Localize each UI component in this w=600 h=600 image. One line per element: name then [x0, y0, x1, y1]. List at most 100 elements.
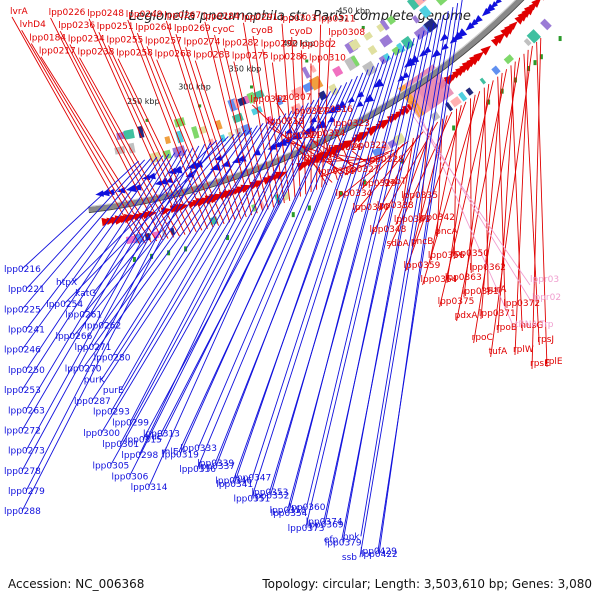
gene-label-reverse: lpp0278	[4, 467, 41, 477]
gene-label-reverse: lpp0346	[215, 477, 252, 487]
cog-block	[379, 34, 393, 48]
label-leader-line	[359, 7, 454, 558]
gene-label-forward: lpp0316	[316, 105, 353, 115]
gene-label-forward: lpp0307	[275, 93, 312, 103]
reverse-gene-arrow	[401, 72, 410, 79]
forward-gene-arrow	[493, 32, 506, 44]
gene-label-forward: lpp0327	[343, 165, 380, 175]
label-leader-line	[196, 72, 364, 470]
gene-label-forward: lpp0324	[309, 129, 346, 139]
cog-block	[116, 131, 127, 141]
gene-label-rna: lppr03	[530, 275, 559, 285]
label-leader-line	[344, 152, 389, 176]
gene-label-reverse: lpp0373	[288, 524, 325, 534]
label-leader-line	[108, 45, 197, 232]
gc-skew-mark	[452, 125, 456, 131]
forward-gene-arrow	[473, 51, 485, 62]
label-leader-line	[286, 140, 364, 168]
cog-block	[128, 142, 136, 154]
gene-label-reverse: lpp0254	[46, 300, 83, 310]
label-leader-line	[98, 31, 192, 234]
gene-label-forward: lpp0375	[438, 297, 475, 307]
gene-label-reverse: lpp0360	[289, 503, 326, 513]
gene-label-forward: lvrA	[10, 7, 29, 17]
label-leader-line	[536, 41, 548, 368]
gene-label-forward: lpp0335	[401, 191, 438, 201]
cog-block	[450, 96, 462, 108]
forward-gene-arrow	[274, 171, 288, 181]
gene-label-reverse: lpp0305	[92, 462, 129, 472]
gene-label-reverse: lpp0379	[325, 539, 362, 549]
label-leader-line	[306, 34, 420, 508]
label-leader-line	[473, 57, 521, 344]
gene-label-forward: lpp0330	[318, 167, 355, 177]
label-leader-line	[324, 26, 430, 525]
cog-block	[367, 45, 378, 56]
label-leader-line	[303, 158, 379, 164]
gene-label-forward: cyoD	[290, 27, 313, 37]
cog-block	[445, 102, 454, 112]
label-leader-line	[342, 18, 440, 543]
label-leader-line	[21, 145, 200, 472]
forward-gene-arrow	[358, 131, 371, 141]
label-leader-line	[251, 52, 395, 499]
label-leader-line	[197, 75, 358, 449]
gene-label-forward: tufA	[489, 347, 508, 357]
gc-skew-mark	[513, 77, 517, 83]
backbone-arc	[88, 0, 523, 213]
label-leader-line	[63, 136, 229, 305]
gene-label-forward: lpp0226	[49, 8, 86, 18]
label-leader-line	[129, 96, 320, 477]
label-leader-line	[323, 22, 435, 522]
gene-label-reverse: lpp0246	[4, 346, 41, 356]
label-leader-line	[11, 16, 141, 245]
reverse-gene-arrow	[154, 179, 163, 186]
gc-skew-mark	[226, 235, 230, 241]
gene-label-reverse: lpp0351	[233, 494, 270, 504]
label-leader-line	[361, 143, 404, 190]
cog-block	[363, 31, 373, 41]
label-leader-line	[30, 43, 152, 243]
label-leader-line	[92, 127, 253, 348]
reverse-gene-arrow	[423, 46, 432, 54]
map-title: Legionella pneumophila str. Paris, compl…	[129, 9, 471, 24]
gene-label-forward: lpp0338	[377, 201, 414, 211]
label-leader-line	[25, 159, 146, 290]
gene-label-forward: lpp0372	[503, 299, 540, 309]
gene-label-reverse: lpp0422	[361, 550, 398, 560]
kbp-tick-label: 400 kbp	[283, 39, 316, 48]
gene-labels: lvrAlvhD4lpp0184lpp0217lpp0226lpp0236lpp…	[4, 7, 563, 563]
gene-label-forward: lpp0342	[418, 213, 455, 223]
gene-label-forward: rplW	[513, 345, 534, 355]
gene-label-forward: rpsE	[530, 359, 550, 369]
gene-label-reverse: rhlE	[161, 447, 179, 457]
label-leader-line	[378, 2, 459, 555]
label-leader-line	[337, 140, 409, 200]
label-leader-line	[178, 79, 353, 452]
label-leader-line	[21, 142, 212, 512]
gc-skew-mark	[184, 246, 188, 252]
gene-label-reverse: lpp0280	[94, 354, 131, 364]
label-leader-line	[377, 0, 463, 552]
cog-block	[383, 52, 392, 62]
gene-label-forward: lpp0268	[155, 50, 192, 60]
gene-label-forward: lpp0238	[78, 48, 115, 58]
label-leader-line	[243, 22, 274, 208]
gene-label-reverse: lpp0261	[65, 311, 102, 321]
gene-label-reverse: sidE	[144, 433, 163, 443]
label-leader-line	[25, 153, 170, 371]
label-leader-line	[88, 18, 186, 235]
kbp-tick-mark	[361, 25, 365, 29]
cog-block	[411, 15, 420, 24]
gene-label-forward: lpp0329	[360, 179, 397, 189]
gene-label-forward: lpp0251	[97, 22, 134, 32]
label-leader-line	[21, 155, 164, 351]
kbp-tick-mark	[305, 59, 309, 63]
label-leader-line	[69, 44, 175, 238]
label-leader-line	[110, 99, 315, 466]
label-leader-line	[136, 32, 214, 228]
accession-text: Accession: NC_006368	[8, 577, 145, 591]
gene-label-forward: lpp0282	[222, 38, 259, 48]
cog-block	[214, 119, 223, 131]
cog-block	[379, 19, 390, 31]
